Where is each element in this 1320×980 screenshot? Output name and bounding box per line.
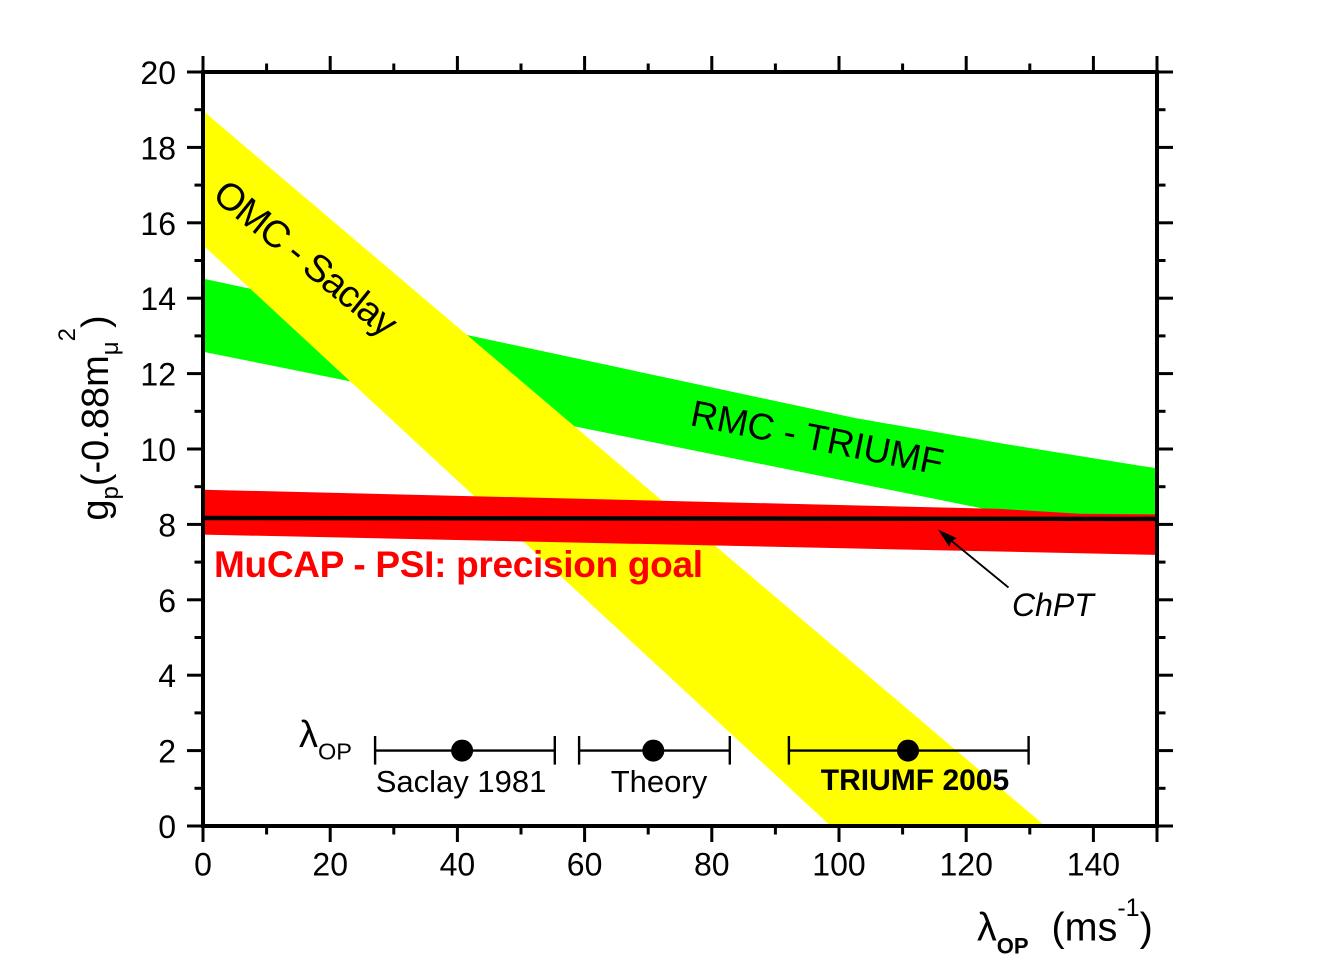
svg-text:TRIUMF 2005: TRIUMF 2005 <box>821 764 1009 797</box>
svg-text:2: 2 <box>158 734 176 770</box>
svg-text:0: 0 <box>158 809 176 845</box>
svg-text:14: 14 <box>140 281 176 317</box>
svg-text:12: 12 <box>140 357 176 393</box>
svg-text:6: 6 <box>158 583 176 619</box>
svg-text:4: 4 <box>158 658 176 694</box>
svg-text:140: 140 <box>1067 847 1120 883</box>
svg-text:0: 0 <box>194 847 212 883</box>
svg-text:80: 80 <box>694 847 730 883</box>
svg-text:18: 18 <box>140 130 176 166</box>
svg-text:120: 120 <box>940 847 993 883</box>
svg-text:60: 60 <box>567 847 603 883</box>
svg-text:Theory: Theory <box>611 764 708 799</box>
svg-text:16: 16 <box>140 206 176 242</box>
svg-text:20: 20 <box>140 55 176 91</box>
svg-text:8: 8 <box>158 507 176 543</box>
svg-text:40: 40 <box>440 847 476 883</box>
svg-text:MuCAP - PSI: precision goal: MuCAP - PSI: precision goal <box>214 544 703 585</box>
svg-text:20: 20 <box>312 847 348 883</box>
svg-text:Saclay 1981: Saclay 1981 <box>376 764 547 799</box>
svg-text:100: 100 <box>812 847 865 883</box>
svg-text:ChPT: ChPT <box>1012 587 1096 623</box>
svg-text:10: 10 <box>140 432 176 468</box>
